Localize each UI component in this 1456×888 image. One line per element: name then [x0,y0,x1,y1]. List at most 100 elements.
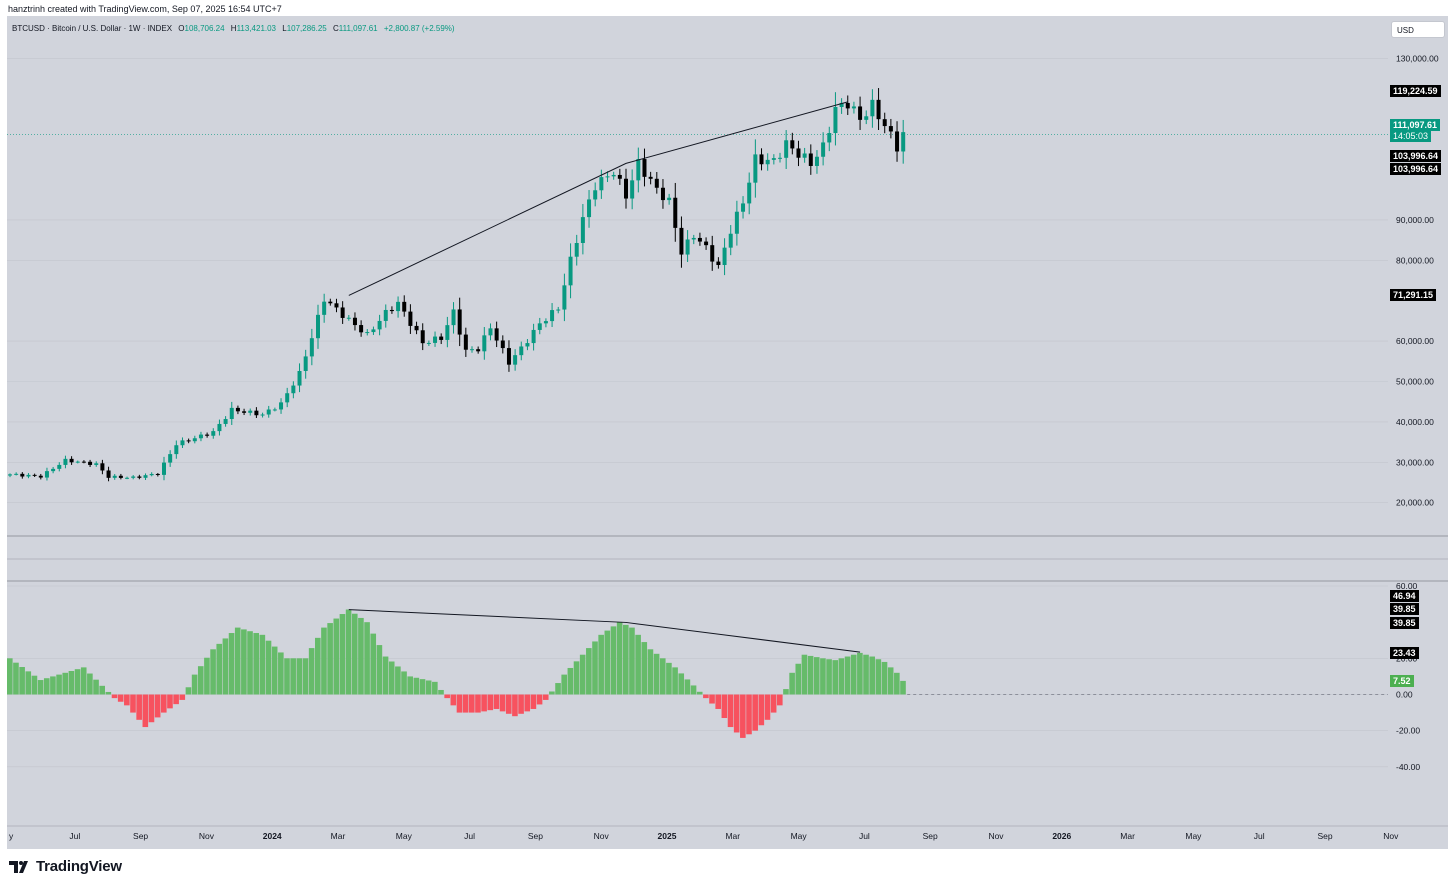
candle-body [864,116,869,120]
candle [51,466,56,474]
price-candles [8,88,906,482]
histogram-bar [832,660,839,695]
candle-body [476,349,481,352]
candle-body [445,325,450,340]
candle-body [402,301,407,312]
candle [439,333,444,345]
osc-trendline [348,609,861,653]
candle [457,297,462,347]
candle [334,298,339,313]
candle-body [673,197,678,228]
time-tick-label: Sep [923,831,938,841]
time-tick-label: May [791,831,808,841]
osc-tick-label: -20.00 [1396,726,1420,736]
candle-body [821,142,826,157]
candle-body [839,102,844,108]
candle [679,216,684,268]
candle-body [229,407,234,420]
candle-body [94,463,99,465]
oscillator-histogram [7,609,906,738]
histogram-bar [801,654,808,695]
candle [143,473,148,480]
candle [125,476,130,480]
histogram-bar [99,685,105,695]
price-label-high: 119,224.59 [1390,85,1441,97]
histogram-bar [376,645,383,695]
price-tick-label: 50,000.00 [1396,376,1434,386]
histogram-bar [130,694,136,713]
candle [636,147,641,193]
histogram-bar [505,694,512,714]
time-tick-label: 2026 [1052,831,1071,841]
price-tick-label: 20,000.00 [1396,498,1434,508]
candle [377,314,382,336]
candle-body [346,317,351,319]
histogram-bar [167,694,173,709]
histogram-bar [610,626,617,695]
candle [488,323,493,341]
candle-body [500,340,505,349]
histogram-bar [567,667,574,695]
candle-body [125,477,130,479]
candle [389,306,394,314]
histogram-bar [93,679,99,695]
candle [882,112,887,134]
candle [420,323,425,351]
candle [568,243,573,299]
price-trendline [348,101,848,296]
candle-body [525,343,530,347]
currency-button[interactable]: USD [1391,21,1445,38]
histogram-bar [777,694,783,706]
candle [198,431,203,442]
candle [254,407,259,419]
candle [765,153,770,171]
histogram-bar [844,656,851,695]
candle [291,381,296,399]
candle-body [20,473,25,477]
candle-body [149,473,154,476]
candle [359,320,364,337]
osc-label-last: 7.52 [1390,675,1414,687]
candle-body [223,419,228,424]
histogram-bar [469,694,475,713]
candle-body [580,217,585,244]
histogram-bar [696,691,703,695]
candle [365,329,370,336]
candle-body [808,153,813,166]
candle-body [8,474,12,476]
candle [352,312,357,331]
candle [112,474,117,480]
histogram-bar [241,629,247,695]
candle-body [371,329,376,333]
histogram-bar [419,679,426,695]
candle [279,398,284,414]
candle [346,314,351,321]
histogram-bar [358,617,364,695]
candle [285,387,290,408]
candle-body [543,321,548,324]
candle-body [482,335,487,352]
candle-body [88,461,93,465]
histogram-bar [444,694,450,699]
candle-body [112,475,117,478]
osc-label-2: 39.85 [1390,603,1419,615]
candle [500,335,505,354]
histogram-bar [807,655,814,695]
histogram-bar [524,694,531,712]
candle [137,474,142,480]
candle [753,139,758,198]
candle-body [352,317,357,326]
histogram-bar [25,671,32,695]
price-label-level-b: 103,996.64 [1390,163,1442,175]
histogram-bar [456,694,463,713]
candle [155,472,160,477]
candle [642,148,647,187]
candle [691,234,696,245]
candle [697,232,702,246]
candle-body [322,301,327,315]
candle-body [506,348,511,365]
histogram-bar [499,694,506,712]
histogram-bar [327,623,333,695]
candle-body [180,440,185,446]
